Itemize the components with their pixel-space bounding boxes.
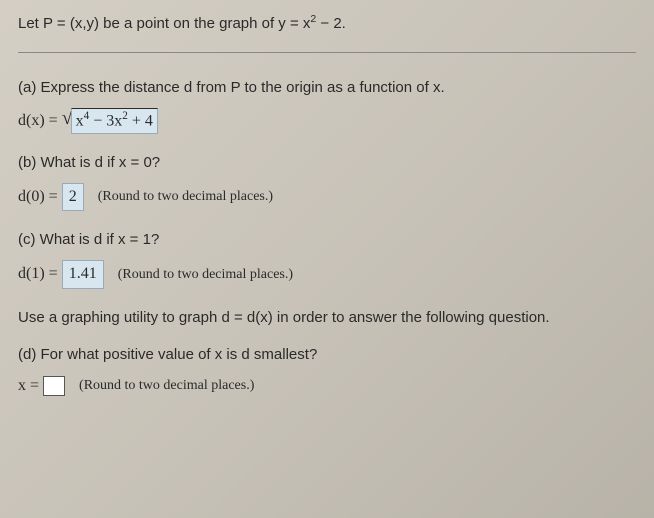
part-d-lhs: x = [18,375,39,397]
part-c-answer: d(1) = 1.41 (Round to two decimal places… [18,260,636,288]
rad-mid: − 3x [89,112,122,129]
part-c-label: (c) What is d if x = 1? [18,229,636,250]
part-c-value: 1.41 [62,260,104,288]
part-b-lhs: d(0) = [18,186,58,208]
radicand: x4 − 3x2 + 4 [71,108,158,134]
part-b: (b) What is d if x = 0? d(0) = 2 (Round … [18,152,636,211]
part-d-answer: x = (Round to two decimal places.) [18,375,636,397]
part-c: (c) What is d if x = 1? d(1) = 1.41 (Rou… [18,229,636,288]
rad-pre: x [76,112,84,129]
intro-prefix: Let P = (x,y) be a point on the graph of… [18,15,310,32]
graphing-instruction: Use a graphing utility to graph d = d(x)… [18,307,636,328]
part-a-answer: d(x) = √ x4 − 3x2 + 4 [18,108,636,134]
divider [18,52,636,53]
part-a-lhs: d(x) = [18,110,58,132]
part-d-input[interactable] [43,376,65,396]
part-b-hint: (Round to two decimal places.) [98,187,273,207]
part-d-hint: (Round to two decimal places.) [79,376,254,396]
part-d-label: (d) For what positive value of x is d sm… [18,344,636,365]
part-a: (a) Express the distance d from P to the… [18,77,636,134]
part-c-hint: (Round to two decimal places.) [118,265,293,285]
part-c-lhs: d(1) = [18,263,58,285]
sqrt-expression: √ x4 − 3x2 + 4 [62,108,158,134]
problem-intro: Let P = (x,y) be a point on the graph of… [18,12,636,34]
rad-post: + 4 [128,112,153,129]
part-b-label: (b) What is d if x = 0? [18,152,636,173]
part-d: (d) For what positive value of x is d sm… [18,344,636,397]
part-b-value: 2 [62,183,84,211]
part-a-label: (a) Express the distance d from P to the… [18,77,636,98]
part-b-answer: d(0) = 2 (Round to two decimal places.) [18,183,636,211]
intro-suffix: − 2. [316,15,346,32]
